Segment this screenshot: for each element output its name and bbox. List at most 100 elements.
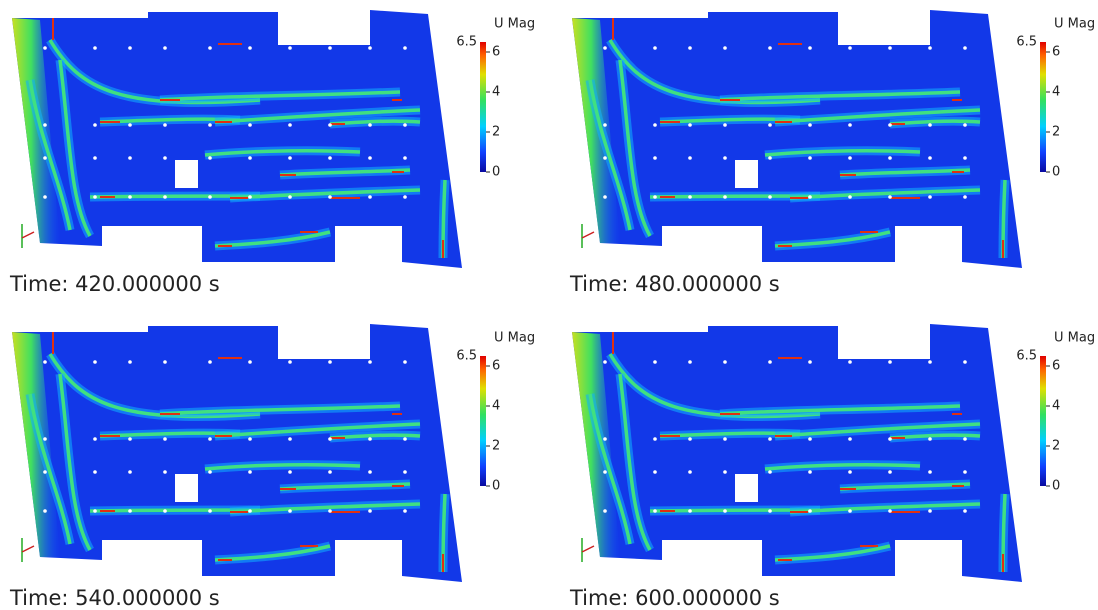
colorbar-tick-label: 6: [492, 359, 500, 374]
probe: [688, 470, 692, 474]
probe: [128, 437, 132, 441]
probe: [208, 123, 212, 127]
probe: [963, 46, 967, 50]
probe: [888, 470, 892, 474]
probe: [848, 437, 852, 441]
probe: [653, 195, 657, 199]
probe: [128, 195, 132, 199]
axis-x: [22, 546, 34, 552]
probe: [653, 470, 657, 474]
probe: [963, 470, 967, 474]
probe: [208, 156, 212, 160]
probe: [163, 195, 167, 199]
probe: [888, 360, 892, 364]
probe: [603, 156, 607, 160]
probe: [403, 156, 407, 160]
probe: [368, 470, 372, 474]
probe: [808, 123, 812, 127]
probe: [43, 437, 47, 441]
probe: [603, 470, 607, 474]
probe: [653, 156, 657, 160]
probe: [208, 470, 212, 474]
probe: [723, 123, 727, 127]
colorbar-title: U Mag: [494, 331, 535, 346]
probe: [43, 46, 47, 50]
probe: [928, 195, 932, 199]
probe: [128, 156, 132, 160]
probe: [888, 437, 892, 441]
probe: [723, 470, 727, 474]
probe: [163, 123, 167, 127]
obstacle: [175, 474, 198, 502]
probe: [288, 509, 292, 513]
probe: [403, 470, 407, 474]
axis-x: [22, 232, 34, 238]
probe: [603, 509, 607, 513]
obstacle: [735, 474, 758, 502]
colorbar-tick-label: 4: [492, 399, 500, 414]
probe: [288, 195, 292, 199]
probe: [688, 437, 692, 441]
probe: [163, 509, 167, 513]
probe: [963, 437, 967, 441]
probe: [888, 509, 892, 513]
probe: [688, 156, 692, 160]
probe: [128, 46, 132, 50]
probe: [288, 156, 292, 160]
probe: [688, 123, 692, 127]
probe: [328, 437, 332, 441]
probe: [963, 195, 967, 199]
probe: [328, 123, 332, 127]
probe: [368, 360, 372, 364]
probe: [328, 46, 332, 50]
colorbar-max: 6.5: [456, 349, 477, 364]
colorbar: [480, 42, 486, 172]
probe: [928, 156, 932, 160]
probe: [208, 46, 212, 50]
probe: [163, 360, 167, 364]
probe: [768, 123, 772, 127]
colorbar-max: 6.5: [1016, 35, 1037, 50]
colorbar-tick-label: 6: [492, 45, 500, 60]
probe: [768, 360, 772, 364]
probe: [808, 195, 812, 199]
flow-domain: [572, 324, 1022, 582]
probe: [368, 437, 372, 441]
probe: [848, 156, 852, 160]
colorbar-tick-label: 2: [1052, 439, 1060, 454]
probe: [368, 156, 372, 160]
probe: [963, 360, 967, 364]
probe: [603, 195, 607, 199]
probe: [208, 360, 212, 364]
colorbar-tick-label: 0: [1052, 165, 1060, 180]
probe: [93, 509, 97, 513]
probe: [723, 46, 727, 50]
probe: [208, 437, 212, 441]
colorbar-max: 6.5: [1016, 349, 1037, 364]
probe: [768, 195, 772, 199]
probe: [768, 470, 772, 474]
probe: [848, 195, 852, 199]
flow-domain: [12, 324, 462, 582]
probe: [403, 195, 407, 199]
probe: [93, 360, 97, 364]
probe: [808, 360, 812, 364]
probe: [723, 437, 727, 441]
probe: [653, 123, 657, 127]
probe: [768, 509, 772, 513]
axis-x: [582, 546, 594, 552]
probe: [688, 46, 692, 50]
colorbar-tick-label: 4: [1052, 399, 1060, 414]
probe: [248, 360, 252, 364]
probe: [928, 509, 932, 513]
probe: [288, 470, 292, 474]
probe: [768, 156, 772, 160]
colorbar-tick-label: 0: [492, 479, 500, 494]
colorbar-title: U Mag: [1054, 331, 1095, 346]
colorbar-title: U Mag: [1054, 17, 1095, 32]
colorbar-tick-label: 0: [492, 165, 500, 180]
probe: [328, 470, 332, 474]
probe: [368, 509, 372, 513]
probe: [928, 470, 932, 474]
